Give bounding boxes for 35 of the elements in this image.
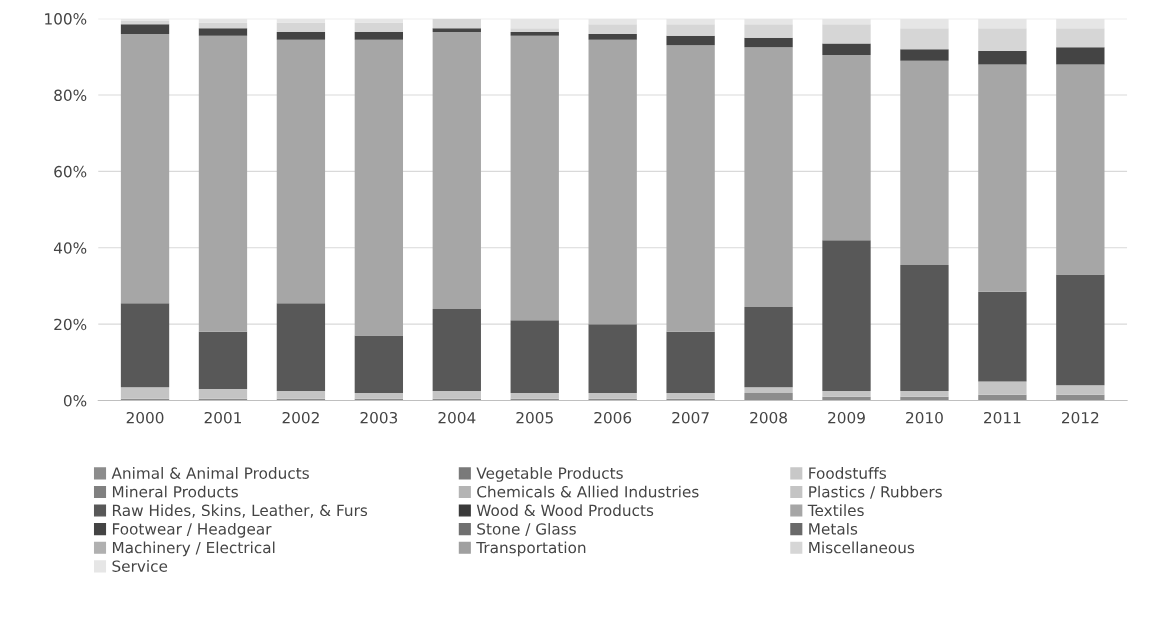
x-tick-label: 2004: [438, 411, 476, 424]
y-tick-label: 0%: [63, 395, 87, 407]
legend-label: Machinery / Electrical: [112, 541, 275, 557]
y-tick-label: 100%: [45, 13, 87, 25]
x-tick-label: 2011: [984, 411, 1021, 424]
x-tick-label: 2000: [126, 411, 164, 424]
legend-label: Vegetable Products: [476, 467, 623, 482]
x-tick-label: 2006: [594, 411, 632, 424]
legend-label: Foodstuffs: [809, 467, 886, 479]
legend-label: Transportation: [476, 541, 586, 557]
x-tick-label: 2009: [828, 411, 865, 424]
legend-label: Mineral Products: [112, 485, 238, 498]
x-tick-label: 2002: [282, 411, 319, 424]
y-tick-label: 40%: [53, 242, 87, 254]
legend-label: Miscellaneous: [809, 541, 915, 554]
x-tick-label: 2003: [360, 411, 398, 424]
legend-label: Metals: [809, 522, 858, 535]
legend-label: Wood & Wood Products: [476, 504, 654, 517]
y-tick-label: 20%: [54, 318, 87, 331]
x-tick-label: 2008: [750, 411, 787, 424]
x-tick-label: 2012: [1062, 411, 1099, 424]
y-tick-label: 80%: [54, 89, 87, 102]
x-tick-label: 2007: [672, 411, 709, 424]
x-tick-label: 2001: [204, 411, 241, 424]
legend-label: Raw Hides, Skins, Leather, & Furs: [112, 504, 368, 518]
legend-label: Stone / Glass: [477, 522, 576, 536]
legend-label: Footwear / Headgear: [112, 522, 272, 538]
legend-label: Plastics / Rubbers: [809, 485, 942, 499]
legend-label: Chemicals & Allied Industries: [477, 485, 699, 498]
legend-label: Animal & Animal Products: [111, 467, 309, 479]
legend-label: Textiles: [807, 504, 864, 517]
y-tick-label: 60%: [54, 165, 87, 178]
x-tick-label: 2010: [906, 411, 943, 424]
legend-label: Service: [112, 560, 168, 572]
x-tick-label: 2005: [516, 411, 553, 424]
